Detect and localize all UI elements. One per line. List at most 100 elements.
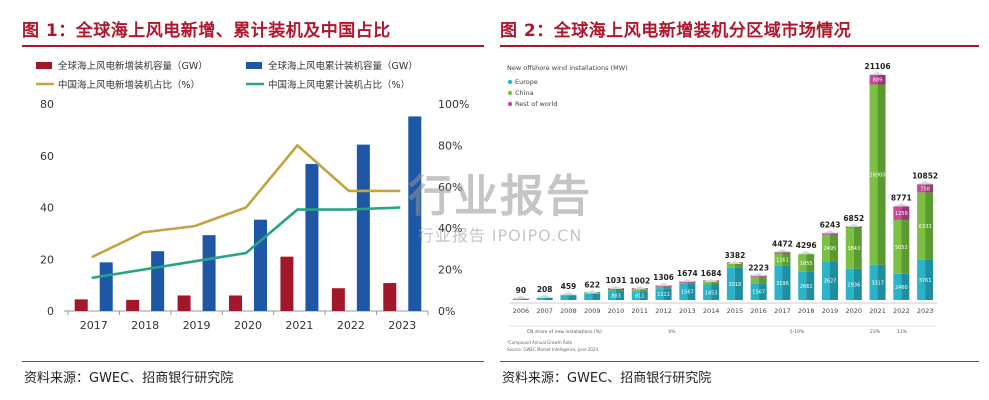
x-tick-label: 2018 — [131, 319, 159, 332]
segment-value-label: 2495 — [824, 246, 837, 252]
bar-segment-shade — [925, 259, 934, 300]
y-right-tick-label: 100% — [438, 98, 469, 111]
y-right-tick-label: 40% — [438, 222, 462, 235]
bar-segment-shade — [639, 291, 648, 300]
bar-top-cap — [893, 203, 910, 207]
figure-2-title-rule — [500, 45, 979, 47]
figure-2-chart: New offshore wind installations (MW) Euro… — [507, 62, 938, 352]
y-right-tick-label: 20% — [438, 264, 462, 277]
bar-segment-shade — [663, 288, 672, 300]
bar-cumulative — [305, 164, 319, 311]
footer-share-value: 11% — [897, 329, 908, 335]
x-tick-label: 2018 — [798, 307, 815, 315]
total-value-label: 4296 — [796, 241, 817, 250]
bar-segment-shade — [711, 282, 720, 285]
legend-marker — [507, 101, 513, 107]
bar-cumulative — [356, 144, 370, 311]
figure-1-panel: 图 1：全球海上风电新增、累计装机及中国占比 全球海上风电新增装机容量（GW）全… — [0, 0, 490, 400]
figure-2-panel: 图 2：全球海上风电新增装机分区域市场情况 New offshore wind … — [497, 0, 989, 400]
bar-segment-china — [822, 234, 830, 262]
segment-value-label: 1567 — [752, 290, 765, 296]
bar-segment-europe — [774, 265, 783, 300]
bar-segment-china — [703, 282, 712, 285]
bar-segment-china — [655, 286, 664, 289]
segment-value-label: 3843 — [847, 246, 860, 252]
segment-value-label: 883 — [611, 293, 621, 299]
total-value-label: 6852 — [843, 214, 864, 223]
legend-marker — [507, 79, 513, 85]
bar-segment-shade — [639, 289, 648, 292]
bar-top-cap — [679, 279, 696, 283]
bar-top-cap — [536, 294, 553, 298]
y-left-tick-label: 20 — [40, 253, 54, 266]
bar-segment-shade — [830, 233, 838, 235]
y-right-tick-label: 60% — [438, 181, 462, 194]
bar-segment-china — [917, 192, 926, 260]
bar-segment-europe — [845, 268, 854, 300]
figure-1-title: 图 1：全球海上风电新增、累计装机及中国占比 — [22, 21, 391, 41]
x-tick-label: 2022 — [337, 319, 365, 332]
figure-2-source: 资料来源：GWEC、招商银行研究院 — [502, 371, 712, 386]
segment-value-label: 3627 — [824, 279, 837, 285]
bar-new — [280, 256, 294, 311]
legend-swatch — [36, 62, 52, 69]
bar-top-cap — [512, 296, 529, 300]
bar-segment-europe — [679, 283, 688, 300]
x-tick-label: 2008 — [560, 307, 577, 315]
bar-cumulative — [202, 235, 216, 311]
total-value-label: 1684 — [701, 269, 722, 278]
bar-segment-china — [726, 263, 735, 268]
bar-segment-shade — [806, 253, 815, 272]
total-value-label: 21106 — [865, 62, 891, 71]
total-value-label: 1002 — [629, 276, 650, 285]
bar-segment-europe — [536, 297, 545, 300]
x-tick-label: 2020 — [846, 307, 863, 315]
segment-value-label: 3196 — [776, 281, 789, 287]
bar-segment-china — [798, 253, 807, 272]
legend-label: 全球海上风电新增装机容量（GW） — [58, 60, 208, 72]
x-tick-label: 2015 — [727, 307, 744, 315]
total-value-label: 4472 — [772, 239, 793, 248]
x-tick-label: 2019 — [822, 307, 839, 315]
x-tick-label: 2021 — [285, 319, 313, 332]
bar-top-cap — [655, 283, 672, 287]
total-value-label: 459 — [561, 282, 577, 291]
bar-new — [331, 288, 345, 311]
bar-cumulative — [99, 262, 113, 311]
legend-label: 中国海上风电新增装机占比（%） — [58, 79, 200, 91]
bar-top-cap — [726, 260, 743, 264]
bar-segment-china — [869, 84, 878, 265]
bar-segment-china — [608, 288, 616, 291]
y-left-tick-label: 60 — [40, 150, 54, 163]
bar-top-cap — [917, 181, 934, 185]
x-tick-label: 2022 — [893, 307, 910, 315]
figure-1-title-rule — [22, 45, 484, 47]
segment-value-label: 1567 — [681, 290, 694, 296]
bar-segment-europe — [726, 267, 735, 300]
bar-new — [229, 295, 242, 311]
bar-segment-shade — [853, 227, 862, 269]
total-value-label: 208 — [537, 285, 553, 294]
x-tick-label: 2023 — [388, 319, 416, 332]
bar-segment-rest-of-world — [917, 184, 926, 193]
bar-new — [383, 283, 397, 311]
bar-new — [177, 295, 191, 311]
chart-note: Source: GWEC Market Intelligence, June 2… — [507, 347, 598, 352]
x-tick-label: 2014 — [703, 307, 720, 315]
bar-top-cap — [845, 223, 862, 227]
bar-segment-shade — [544, 297, 553, 300]
segment-value-label: 6333 — [919, 224, 932, 230]
segment-value-label: 3761 — [919, 278, 932, 284]
legend-swatch — [246, 62, 262, 69]
y-left-tick-label: 80 — [40, 98, 54, 111]
line-cn-new-share — [91, 143, 401, 259]
legend-label: Europe — [515, 78, 538, 86]
x-tick-label: 2020 — [234, 319, 262, 332]
x-tick-label: 2006 — [513, 307, 530, 315]
bar-segment-shade — [734, 267, 743, 300]
bar-top-cap — [822, 230, 838, 234]
bar-segment-shade — [663, 286, 672, 289]
segment-value-label: 1111 — [657, 292, 670, 298]
segment-value-label: 889 — [873, 78, 883, 84]
bar-segment-china — [750, 276, 759, 284]
